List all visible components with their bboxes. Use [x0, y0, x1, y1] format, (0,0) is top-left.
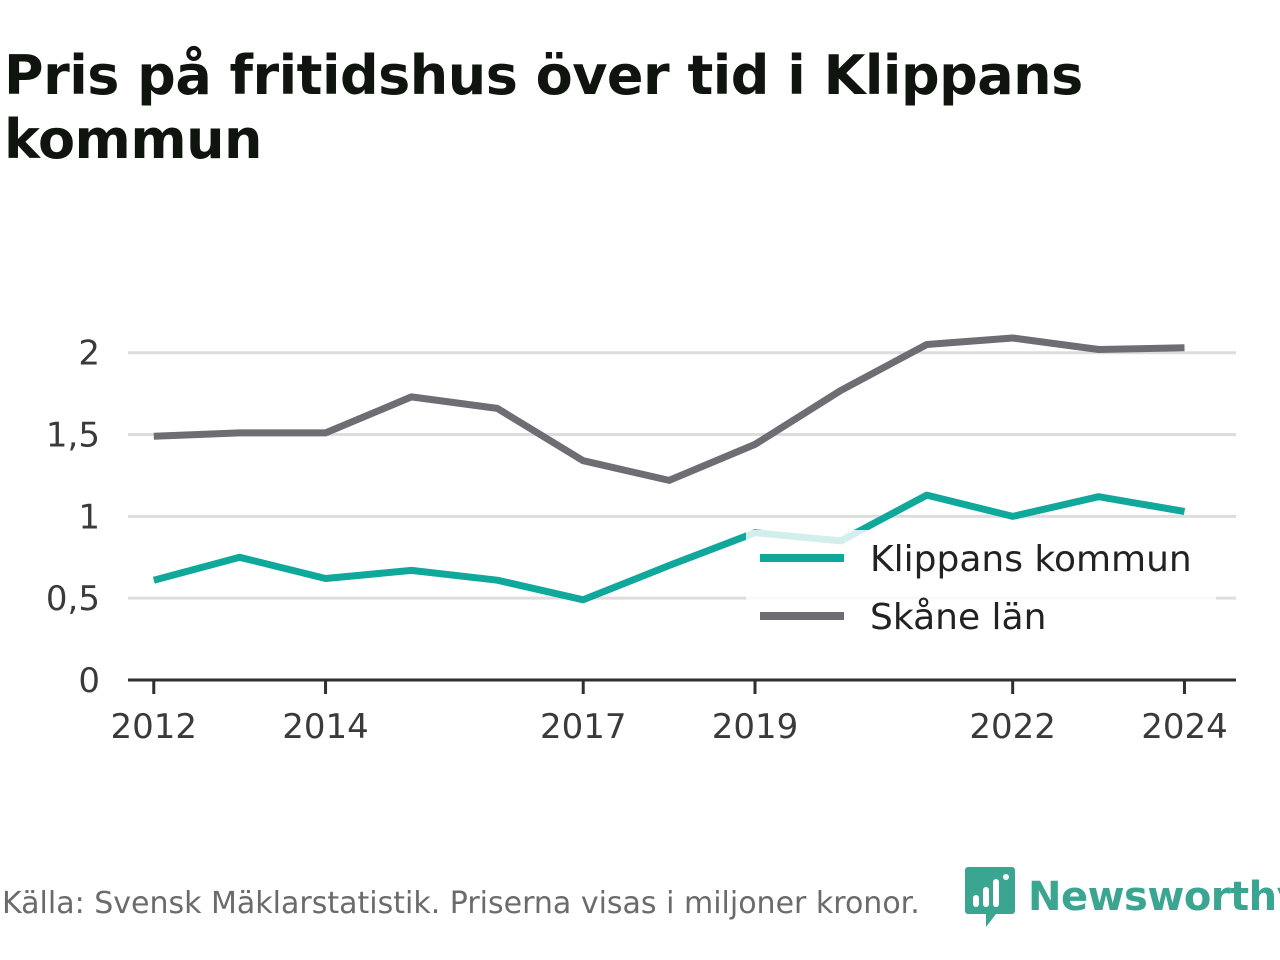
newsworthy-logo-icon: [965, 867, 1015, 927]
legend: Klippans kommun Skåne län: [746, 530, 1216, 648]
y-tick-label: 2: [78, 334, 100, 374]
y-tick-label: 0: [78, 661, 100, 701]
legend-label: Skåne län: [870, 597, 1046, 638]
series-line-klippans-kommun: [152, 491, 1186, 604]
brand-name: Newsworthy: [1028, 874, 1280, 920]
brand-logo: Newsworthy: [964, 862, 1280, 932]
x-tick-label: 2022: [969, 707, 1056, 747]
y-tick-label: 0,5: [46, 579, 100, 619]
axes: 0 0,5 1 1,5 2 2012 2014 2017 2019 2022 2024: [46, 334, 1236, 747]
legend-label: Klippans kommun: [870, 539, 1192, 580]
series-lines: [152, 334, 1186, 604]
legend-background: [746, 530, 1216, 648]
chart-title: Pris på fritidshus över tid i Klippans k…: [4, 44, 1083, 171]
x-tick-label: 2019: [712, 707, 799, 747]
x-tick-label: 2024: [1141, 707, 1228, 747]
x-tick-label: 2017: [540, 707, 627, 747]
y-tick-label: 1,5: [46, 416, 100, 456]
y-tick-label: 1: [78, 497, 100, 537]
x-tick-label: 2012: [111, 707, 198, 747]
source-note: Källa: Svensk Mäklarstatistik. Priserna …: [2, 886, 920, 921]
series-line-skane-lan: [153, 334, 1185, 484]
x-tick-label: 2014: [282, 707, 369, 747]
